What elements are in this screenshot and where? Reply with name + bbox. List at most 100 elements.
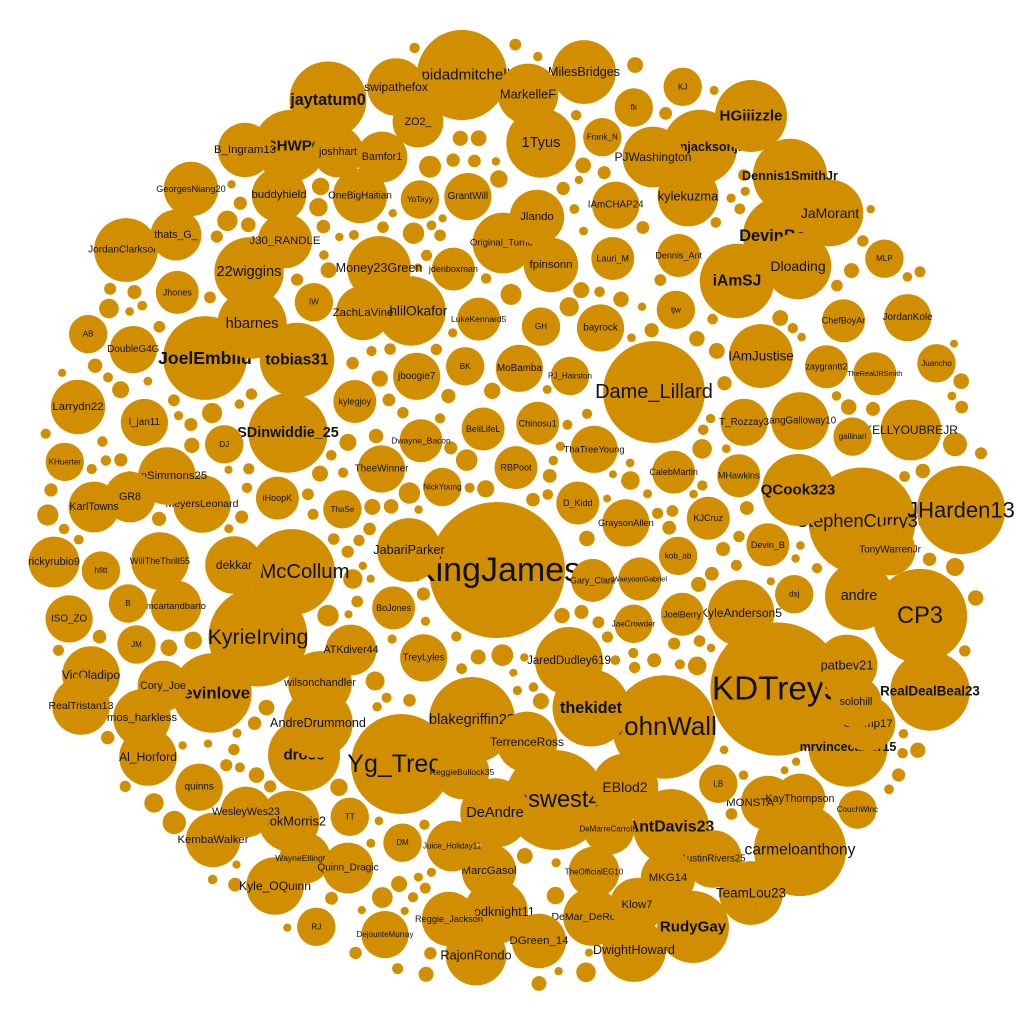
filler-bubble [520, 653, 529, 662]
filler-bubble [574, 175, 584, 185]
filler-bubble [739, 501, 754, 515]
filler-bubble [844, 263, 859, 279]
filler-bubble [456, 663, 467, 674]
bubble-circle [699, 243, 775, 319]
bubble-label: TonyWarrenJr [859, 545, 922, 556]
bubble-circle [592, 181, 640, 229]
bubble-label: GH [535, 322, 547, 331]
bubble-circle [423, 467, 462, 507]
filler-bubble [420, 616, 431, 626]
bubble-label: Dennis_Ant [655, 251, 702, 261]
filler-bubble [654, 274, 667, 286]
filler-bubble [710, 217, 722, 228]
bubble-zachlavine: ZachLaVine [333, 285, 393, 341]
filler-bubble [914, 266, 926, 278]
bubble-circle [361, 911, 409, 959]
bubble-circle [399, 419, 443, 463]
filler-bubble [662, 520, 677, 535]
filler-bubble [416, 587, 430, 601]
bubble-label: Al_Horford [119, 750, 177, 764]
bubble-circle [890, 651, 970, 731]
bubble-circle [357, 445, 406, 493]
bubble-couchwinc: CouchWinc [837, 790, 878, 829]
filler-bubble [434, 229, 446, 242]
bubble-circle [656, 290, 696, 329]
bubble-label: CJMcCollum [235, 561, 350, 583]
filler-bubble [407, 892, 419, 903]
bubble-dwighthoward: DwightHoward [593, 918, 675, 982]
filler-bubble [455, 449, 478, 471]
bubble-dj: DJ [205, 425, 244, 464]
bubble-deandre: DeAndre [460, 778, 530, 848]
filler-bubble [573, 282, 590, 299]
bubble-label: TerrenceRoss [490, 735, 564, 749]
filler-bubble [947, 391, 957, 401]
bubble-label: JM [131, 640, 142, 649]
bubble-label: TeamLou23 [716, 886, 786, 901]
bubble-kob-ab: kob_ab [658, 536, 698, 576]
filler-bubble [220, 759, 233, 772]
bubble-circle [248, 393, 328, 473]
bubble-label: BoJones [376, 603, 412, 613]
bubble-label: andre [841, 588, 878, 604]
bubble-juancho: Juancho [917, 344, 956, 383]
bubble-label: Devin_B [751, 540, 785, 550]
bubble-circle [429, 677, 515, 763]
filler-bubble [691, 576, 707, 592]
filler-bubble [87, 358, 103, 373]
filler-bubble [884, 784, 894, 795]
filler-bubble [915, 463, 930, 479]
bubble-label: TheeWinner [355, 464, 409, 475]
bubble-label: JaeCrowder [612, 619, 656, 628]
bubble-label: KyleAnderson5 [700, 606, 782, 620]
bubble-circle [746, 523, 790, 567]
filler-bubble [542, 489, 554, 500]
bubble-circle [217, 122, 273, 178]
bubble-label: RealTristan13 [49, 700, 114, 712]
bubble-circle [434, 744, 490, 800]
filler-bubble [400, 906, 409, 916]
bubble-circle [351, 714, 451, 814]
bubble-label: iAmSJ [713, 273, 762, 290]
filler-bubble [579, 226, 588, 236]
bubble-solohill: solohill [830, 676, 882, 728]
filler-bubble [643, 489, 652, 499]
filler-bubble [831, 279, 843, 292]
bubble-tjw: tjw [656, 290, 696, 329]
filler-bubble [398, 482, 421, 504]
bubble-jhones: Jhones [155, 270, 199, 314]
filler-bubble [73, 534, 84, 545]
filler-bubble [730, 559, 742, 571]
bubble-label: blakegriffin23 [429, 712, 515, 728]
filler-bubble [716, 542, 730, 556]
bubble-tonywarrenjr: TonyWarrenJr [859, 524, 922, 576]
bubble-circle [393, 352, 441, 400]
filler-bubble [413, 872, 423, 882]
filler-bubble [153, 321, 166, 333]
filler-bubble [174, 411, 184, 421]
bubble-jdenboxman: jdenboxman [428, 247, 478, 291]
bubble-circle [163, 161, 219, 217]
bubble-circle [570, 425, 618, 473]
bubble-circle [217, 289, 287, 359]
bubble-label: Gary_Clark [570, 575, 616, 585]
bubble-circle [497, 63, 559, 125]
bubble-dgreen-14: DGreen_14 [510, 913, 568, 969]
filler-bubble [127, 285, 142, 299]
bubble-willthethrill55: WillTheThrill55 [130, 532, 190, 590]
bubble-circle [377, 518, 441, 582]
bubble-reggiebullock35: ReggieBullock35 [430, 744, 494, 800]
filler-bubble [58, 368, 67, 377]
filler-bubble [426, 220, 437, 231]
filler-bubble [319, 250, 329, 260]
bubble-dsj: dsj [775, 575, 814, 614]
filler-bubble [371, 887, 393, 908]
bubble-circle [660, 592, 704, 636]
bubble-label: zaygrantt2 [805, 362, 847, 372]
bubble-label: CP3 [897, 603, 943, 629]
filler-bubble [707, 313, 718, 325]
filler-bubble [897, 748, 908, 759]
bubble-label: CouchWinc [837, 805, 878, 814]
filler-bubble [307, 508, 319, 520]
bubble-marcgasol: MarcGasol [461, 843, 517, 899]
